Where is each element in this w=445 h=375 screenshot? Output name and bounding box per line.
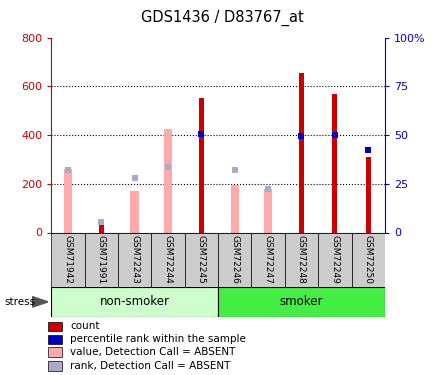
Text: smoker: smoker bbox=[280, 296, 323, 308]
Bar bbox=[231, 185, 239, 232]
Bar bbox=[199, 99, 204, 232]
Bar bbox=[251, 232, 285, 287]
Text: GSM71991: GSM71991 bbox=[97, 235, 106, 284]
Text: value, Detection Call = ABSENT: value, Detection Call = ABSENT bbox=[70, 347, 235, 357]
Text: GDS1436 / D83767_at: GDS1436 / D83767_at bbox=[141, 9, 304, 26]
Bar bbox=[64, 169, 72, 232]
Text: rank, Detection Call = ABSENT: rank, Detection Call = ABSENT bbox=[70, 361, 231, 371]
Text: non-smoker: non-smoker bbox=[100, 296, 170, 308]
Polygon shape bbox=[32, 297, 48, 307]
Bar bbox=[218, 232, 251, 287]
Bar bbox=[264, 189, 272, 232]
Text: GSM72246: GSM72246 bbox=[230, 235, 239, 284]
Bar bbox=[185, 232, 218, 287]
Text: GSM72249: GSM72249 bbox=[330, 235, 340, 284]
Text: GSM72245: GSM72245 bbox=[197, 235, 206, 284]
Bar bbox=[299, 73, 304, 232]
Text: GSM71942: GSM71942 bbox=[63, 235, 73, 284]
Text: percentile rank within the sample: percentile rank within the sample bbox=[70, 334, 246, 344]
Bar bbox=[318, 232, 352, 287]
Bar bbox=[164, 129, 172, 232]
Bar bbox=[130, 191, 139, 232]
Bar bbox=[285, 232, 318, 287]
Bar bbox=[218, 287, 385, 317]
Text: GSM72244: GSM72244 bbox=[163, 236, 173, 284]
Bar bbox=[51, 232, 85, 287]
Bar bbox=[49, 361, 62, 370]
Bar bbox=[352, 232, 385, 287]
Bar bbox=[51, 287, 218, 317]
Bar bbox=[99, 225, 104, 232]
Text: GSM72250: GSM72250 bbox=[364, 235, 373, 284]
Text: stress: stress bbox=[4, 297, 36, 307]
Bar bbox=[85, 232, 118, 287]
Bar bbox=[151, 232, 185, 287]
Text: GSM72247: GSM72247 bbox=[263, 235, 273, 284]
Bar bbox=[49, 334, 62, 344]
Text: GSM72243: GSM72243 bbox=[130, 235, 139, 284]
Bar bbox=[49, 347, 62, 357]
Bar bbox=[49, 322, 62, 331]
Text: count: count bbox=[70, 321, 99, 332]
Bar bbox=[118, 232, 151, 287]
Text: GSM72248: GSM72248 bbox=[297, 235, 306, 284]
Bar bbox=[366, 157, 371, 232]
Bar bbox=[332, 94, 337, 232]
